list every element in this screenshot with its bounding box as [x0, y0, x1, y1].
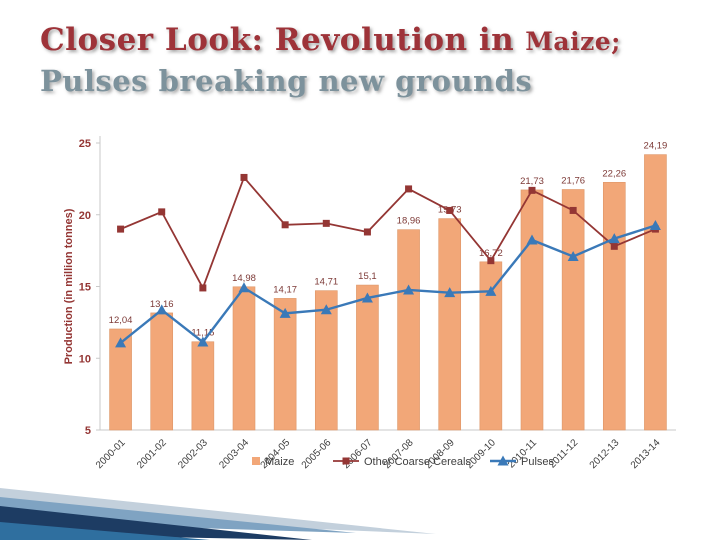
- x-tick-label: 2005-06: [300, 437, 334, 471]
- y-tick-label: 15: [79, 282, 91, 294]
- pulses-marker-triangle: [197, 336, 209, 347]
- other-coarse-cereals-marker-square: [405, 185, 413, 193]
- maize-bar: [602, 182, 626, 431]
- pulses-marker-triangle: [608, 233, 620, 244]
- x-tick-label: 2000-01: [94, 437, 128, 471]
- pulses-marker-triangle: [279, 307, 291, 318]
- other-coarse-cereals-marker-square: [446, 206, 454, 214]
- bar-value-label: 21,76: [561, 175, 585, 186]
- bar-value-label: 15,1: [358, 271, 377, 282]
- other-coarse-cereals-marker-square: [528, 186, 536, 194]
- bar-value-label: 22,26: [602, 168, 626, 179]
- other-coarse-cereals-marker-square: [487, 257, 495, 265]
- maize-bar: [273, 298, 297, 431]
- pulses-marker-triangle: [320, 304, 332, 315]
- deco-swoosh-teal: [0, 522, 210, 540]
- other-coarse-cereals-marker-square: [158, 208, 166, 216]
- bar-value-label: 14,98: [232, 273, 256, 284]
- x-tick-label: 2002-03: [176, 437, 210, 471]
- pulses-marker-triangle: [115, 337, 127, 348]
- legend-label-occ: Other Coarse Cereals: [364, 456, 471, 468]
- pulses-marker-triangle: [649, 220, 661, 231]
- maize-bar: [438, 218, 462, 431]
- pulses-marker-triangle: [403, 284, 415, 295]
- other-coarse-cereals-marker-square: [322, 219, 330, 227]
- maize-bar: [520, 189, 544, 431]
- deco-swoosh-light: [0, 488, 436, 534]
- bar-value-label: 12,04: [109, 315, 133, 326]
- slide-title: Closer Look: Revolution in Maize; Pulses …: [40, 22, 621, 99]
- bar-value-label: 11,15: [191, 328, 214, 339]
- other-coarse-cereals-marker-square: [240, 173, 248, 181]
- title-line2: Pulses breaking new grounds: [40, 63, 533, 98]
- maize-bar: [644, 154, 667, 431]
- x-tick-label: 2013-14: [629, 437, 663, 471]
- other-coarse-cereals-line: [120, 175, 656, 291]
- maize-bar: [397, 229, 420, 431]
- y-tick-label: 25: [79, 138, 91, 150]
- maize-bar: [561, 189, 585, 431]
- other-coarse-cereals-marker-square: [569, 206, 577, 214]
- legend-label-pulses: Pulses: [521, 456, 555, 468]
- bar-value-label: 14,17: [273, 284, 297, 295]
- maize-bar: [356, 284, 379, 431]
- title-line1-text: Closer Look: Revolution in: [40, 22, 515, 58]
- pulses-marker-triangle: [361, 292, 373, 303]
- bar-value-label: 14,71: [314, 277, 338, 288]
- x-tick-label: 2001-02: [135, 437, 169, 471]
- pulses-marker-triangle: [444, 287, 456, 298]
- bar-value-label: 21,73: [520, 176, 544, 187]
- maize-bar: [232, 286, 256, 431]
- other-coarse-cereals-marker-square: [610, 242, 618, 250]
- pulses-marker-triangle: [567, 251, 579, 262]
- pulses-marker-triangle: [485, 285, 497, 296]
- x-tick-label: 2003-04: [217, 437, 251, 471]
- legend-marker-occ: [342, 457, 350, 465]
- bar-value-label: 24,19: [644, 141, 668, 152]
- pulses-marker-triangle: [156, 304, 168, 315]
- pulses-marker-triangle: [238, 282, 250, 293]
- y-axis-title: Production (in million tonnes): [63, 208, 75, 364]
- pulses-marker-triangle: [526, 234, 538, 245]
- other-coarse-cereals-marker-square: [199, 284, 207, 292]
- maize-bar: [109, 328, 132, 431]
- title-line1: Closer Look: Revolution in Maize;: [40, 22, 621, 60]
- maize-bar: [150, 312, 174, 431]
- other-coarse-cereals-marker-square: [281, 221, 289, 229]
- y-tick-label: 5: [85, 425, 91, 437]
- title-line1-emphasis: Maize;: [525, 27, 621, 56]
- bar-value-label: 18,96: [397, 216, 421, 227]
- other-coarse-cereals-marker-square: [117, 225, 125, 233]
- maize-bar: [191, 341, 215, 431]
- legend-marker-pulses: [497, 455, 509, 466]
- y-tick-label: 20: [79, 210, 91, 222]
- maize-bar: [314, 290, 338, 431]
- y-tick-label: 10: [79, 353, 91, 365]
- legend-label-maize: Maize: [265, 456, 294, 468]
- other-coarse-cereals-marker-square: [363, 228, 371, 236]
- x-tick-label: 2012-13: [588, 437, 622, 471]
- legend-marker-maize: [252, 457, 260, 465]
- pulses-line: [119, 224, 656, 344]
- bar-value-label: 16,72: [479, 248, 503, 259]
